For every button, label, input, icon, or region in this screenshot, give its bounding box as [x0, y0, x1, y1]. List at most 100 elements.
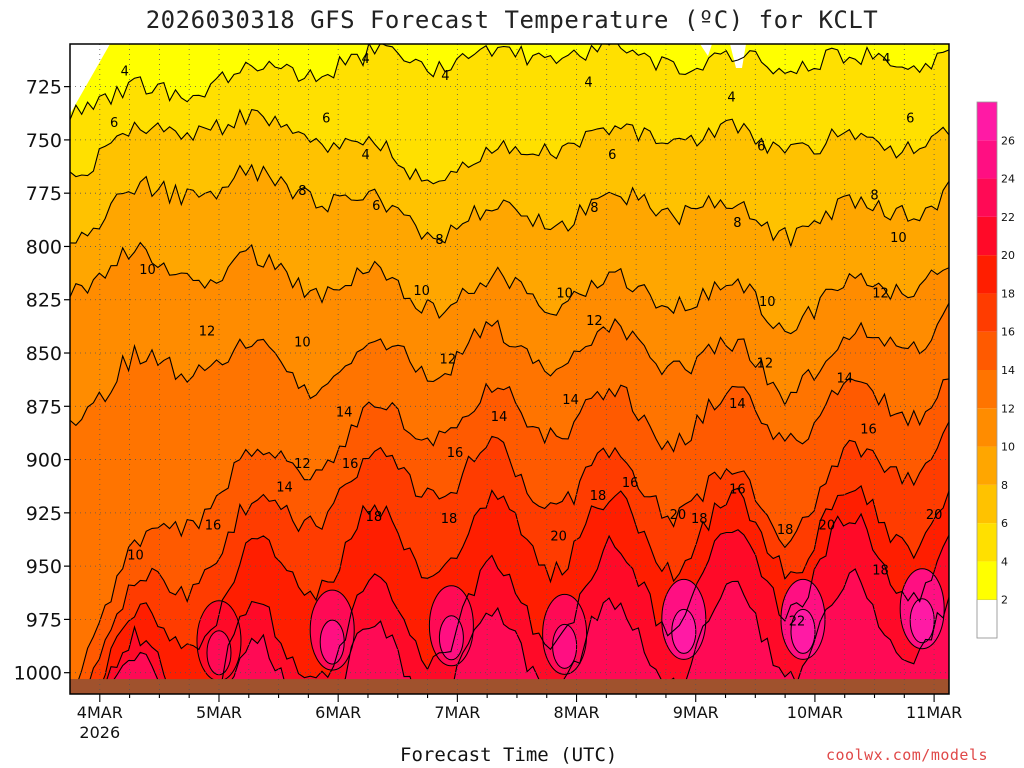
contour-label: 4 [882, 52, 890, 67]
y-tick-label: 925 [26, 503, 62, 525]
contour-label: 8 [590, 201, 598, 216]
isotherm-22 [105, 568, 949, 694]
contour-label: 6 [906, 112, 914, 127]
ground-mask [70, 679, 949, 694]
x-tick-label: 5MAR [196, 703, 242, 722]
colorbar-label: 4 [1001, 555, 1008, 568]
fill-band-22-24 [106, 569, 949, 694]
warm-core-contour-6 [899, 568, 945, 650]
contour-label: 10 [413, 284, 430, 299]
contour-label: 6 [322, 112, 330, 127]
warm-core-inner-contour-5 [790, 608, 816, 654]
contour-label: 18 [441, 512, 458, 527]
warm-core-contour-3 [542, 593, 588, 675]
colorbar-label: 14 [1001, 364, 1015, 377]
contour-label: 14 [836, 372, 853, 387]
plot-frame [69, 43, 950, 695]
contour-label: 20 [670, 508, 687, 523]
colorbar-box [977, 523, 997, 562]
warm-core-inner-6 [910, 598, 935, 643]
x-tick-label: 4MAR [77, 703, 123, 722]
y-tick-label: 975 [26, 609, 62, 631]
contour-label: 6 [372, 199, 380, 214]
colorbar-label: 10 [1001, 441, 1015, 454]
warm-core-inner-contour-1 [319, 619, 345, 665]
isotherm-contours [70, 44, 949, 694]
colorbar-label: 20 [1001, 249, 1015, 262]
contour-label: 8 [298, 184, 306, 199]
colorbar-box [977, 561, 997, 600]
contour-label: 14 [562, 393, 579, 408]
x-axis-label: Forecast Time (UTC) [400, 744, 618, 766]
contour-label: 16 [860, 423, 877, 438]
contour-label: 20 [819, 519, 836, 534]
colorbar-label: 26 [1001, 134, 1015, 147]
contour-label: 10 [127, 548, 144, 563]
colorbar-box [977, 408, 997, 447]
isotherm-6 [70, 108, 949, 185]
colorbar-label: 2 [1001, 594, 1008, 607]
warm-core-inner-1 [320, 620, 345, 665]
warm-core-inner-contour-2 [438, 615, 464, 661]
colorbar-label: 12 [1001, 402, 1015, 415]
contour-label: 12 [872, 286, 889, 301]
warm-core-inner-3 [552, 624, 577, 669]
isotherm-12 [70, 302, 949, 427]
contour-label: 4 [584, 75, 592, 90]
missing-data-notch [730, 44, 746, 68]
warm-core-inner-5 [790, 609, 815, 654]
colorbar-label: 6 [1001, 517, 1008, 530]
colorbar-box [977, 178, 997, 217]
contour-label: 4 [121, 65, 129, 80]
contour-labels: 4 4 4 4 4 4 4 6 6 6 6 6 6 8 8 8 8 8 10 10 10 10 10 10 10 12 12 12 12… [110, 52, 942, 630]
colorbar-box [977, 140, 997, 179]
contour-label: 4 [727, 90, 735, 105]
contour-label: 10 [294, 335, 311, 350]
warm-core-inner-contour-4 [671, 608, 697, 654]
x-axis: 4MAR 5MAR 6MAR 7MAR 8MAR 9MAR 10MAR 11MAR 2026 [77, 694, 962, 742]
x-tick-label: 8MAR [554, 703, 600, 722]
contour-label: 10 [139, 263, 156, 278]
contour-label: 18 [777, 523, 794, 538]
contour-label: 8 [870, 188, 878, 203]
contour-label: 18 [366, 510, 383, 525]
contour-label: 22 [789, 615, 806, 630]
contour-label: 14 [491, 410, 508, 425]
isotherm-8 [70, 163, 949, 248]
credit-link[interactable]: coolwx.com/models [826, 746, 989, 764]
warm-core-inner-contour-3 [552, 623, 578, 669]
colorbar-label: 24 [1001, 173, 1015, 186]
ground-fill [70, 679, 949, 694]
colorbar-box [977, 293, 997, 332]
contour-label: 10 [759, 295, 776, 310]
contour-label: 16 [342, 457, 359, 472]
contour-label: 16 [622, 476, 639, 491]
colorbar-label: 8 [1001, 479, 1008, 492]
contour-label: 12 [199, 325, 216, 340]
y-tick-label: 725 [26, 77, 62, 99]
y-tick-label: 1000 [14, 663, 62, 685]
contour-label: 14 [729, 397, 746, 412]
warm-core-contour-2 [428, 585, 474, 667]
y-tick-label: 775 [26, 183, 62, 205]
warm-core-inner-contour-6 [909, 598, 935, 644]
y-tick-label: 850 [26, 343, 62, 365]
contour-label: 12 [757, 357, 774, 372]
y-tick-label: 800 [26, 236, 62, 258]
colorbar-box [977, 446, 997, 485]
temperature-fills [70, 44, 949, 694]
isotherm-4 [70, 44, 949, 120]
x-tick-label: 6MAR [315, 703, 361, 722]
warm-core-contour-1 [309, 589, 355, 671]
missing-data-notch-2 [700, 44, 712, 56]
y-tick-label: 875 [26, 396, 62, 418]
colorbar-label: 22 [1001, 211, 1015, 224]
contour-label: 12 [586, 314, 603, 329]
contour-label: 4 [441, 69, 449, 84]
contour-label: 16 [729, 482, 746, 497]
x-tick-label: 11MAR [906, 703, 962, 722]
contour-label: 16 [447, 446, 464, 461]
colorbar-box [977, 370, 997, 409]
contour-label: 12 [440, 352, 457, 367]
contour-label: 6 [110, 116, 118, 131]
